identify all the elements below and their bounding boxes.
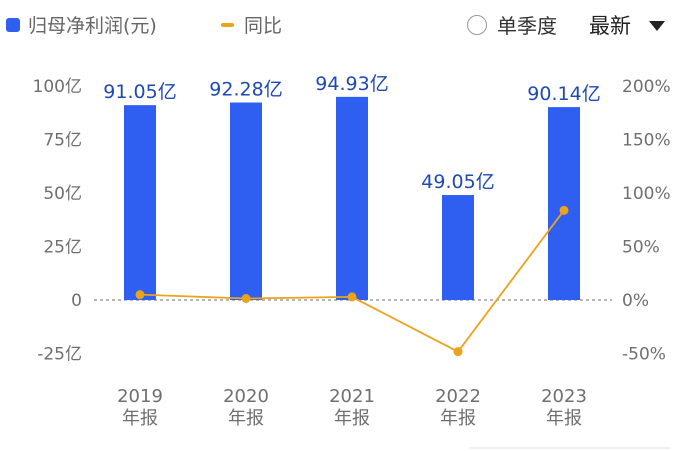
left-axis-tick-label: 0: [71, 291, 82, 311]
right-axis-tick-label: 200%: [622, 77, 671, 97]
bar-value-label: 49.05亿: [421, 171, 494, 193]
x-tick-report: 年报: [440, 408, 476, 429]
bar-2022[interactable]: [442, 195, 474, 300]
bar-2021[interactable]: [336, 96, 368, 301]
single-quarter-label: 单季度: [497, 14, 557, 38]
right-axis-tick-label: 50%: [622, 238, 660, 258]
bar-data-labels: 91.05亿 92.28亿 94.93亿 49.05亿 90.14亿: [103, 73, 600, 193]
legend-bar-label: 归母净利润(元): [28, 15, 157, 37]
bar-value-label: 90.14亿: [527, 83, 600, 105]
yoy-point-2019[interactable]: [135, 290, 145, 300]
right-axis-tick-label: 0%: [622, 291, 649, 311]
yoy-line-series: [135, 205, 569, 357]
left-axis: 100亿 75亿 50亿 25亿 0 -25亿: [33, 77, 82, 365]
left-axis-tick-label: 25亿: [43, 238, 82, 258]
yoy-point-2020[interactable]: [241, 294, 251, 304]
legend-line-swatch: [221, 22, 234, 27]
single-quarter-toggle[interactable]: 单季度: [467, 10, 557, 39]
legend-item-net-profit[interactable]: 归母净利润(元): [6, 11, 157, 38]
left-axis-tick-label: -25亿: [37, 345, 82, 365]
bottom-divider: [470, 447, 670, 449]
x-tick-year: 2022: [435, 386, 481, 407]
left-axis-tick-label: 75亿: [43, 131, 82, 151]
right-axis: 200% 150% 100% 50% 0% -50%: [622, 77, 671, 365]
yoy-point-2021[interactable]: [347, 292, 357, 302]
x-tick-report: 年报: [546, 408, 582, 429]
legend-item-yoy[interactable]: 同比: [221, 11, 282, 38]
x-tick-report: 年报: [228, 408, 264, 429]
bar-series: [124, 96, 580, 301]
x-tick-year: 2021: [329, 386, 375, 407]
period-select-label: 最新: [589, 14, 631, 38]
bar-2019[interactable]: [124, 105, 156, 300]
x-tick-report: 年报: [122, 408, 158, 429]
bar-2023[interactable]: [548, 107, 580, 300]
yoy-point-2022[interactable]: [453, 347, 463, 357]
bar-value-label: 92.28亿: [209, 79, 282, 101]
bar-value-label: 91.05亿: [103, 81, 176, 103]
right-axis-tick-label: 100%: [622, 184, 671, 204]
legend-bar-swatch: [6, 17, 20, 32]
yoy-point-2023[interactable]: [559, 205, 569, 215]
left-axis-tick-label: 50亿: [43, 184, 82, 204]
x-tick-year: 2023: [541, 386, 587, 407]
bar-2020[interactable]: [230, 102, 262, 300]
x-tick-report: 年报: [334, 408, 370, 429]
right-axis-tick-label: -50%: [622, 345, 666, 365]
chart-legend: 归母净利润(元) 同比 单季度 最新: [0, 0, 700, 50]
x-tick-year: 2020: [223, 386, 269, 407]
right-axis-tick-label: 150%: [622, 131, 671, 151]
triangle-down-icon[interactable]: [649, 21, 665, 31]
bar-value-label: 94.93亿: [315, 73, 388, 95]
legend-line-label: 同比: [244, 15, 283, 37]
radio-icon[interactable]: [467, 14, 487, 35]
period-select[interactable]: 最新: [589, 10, 665, 40]
x-tick-year: 2019: [117, 386, 163, 407]
left-axis-tick-label: 100亿: [33, 77, 82, 97]
